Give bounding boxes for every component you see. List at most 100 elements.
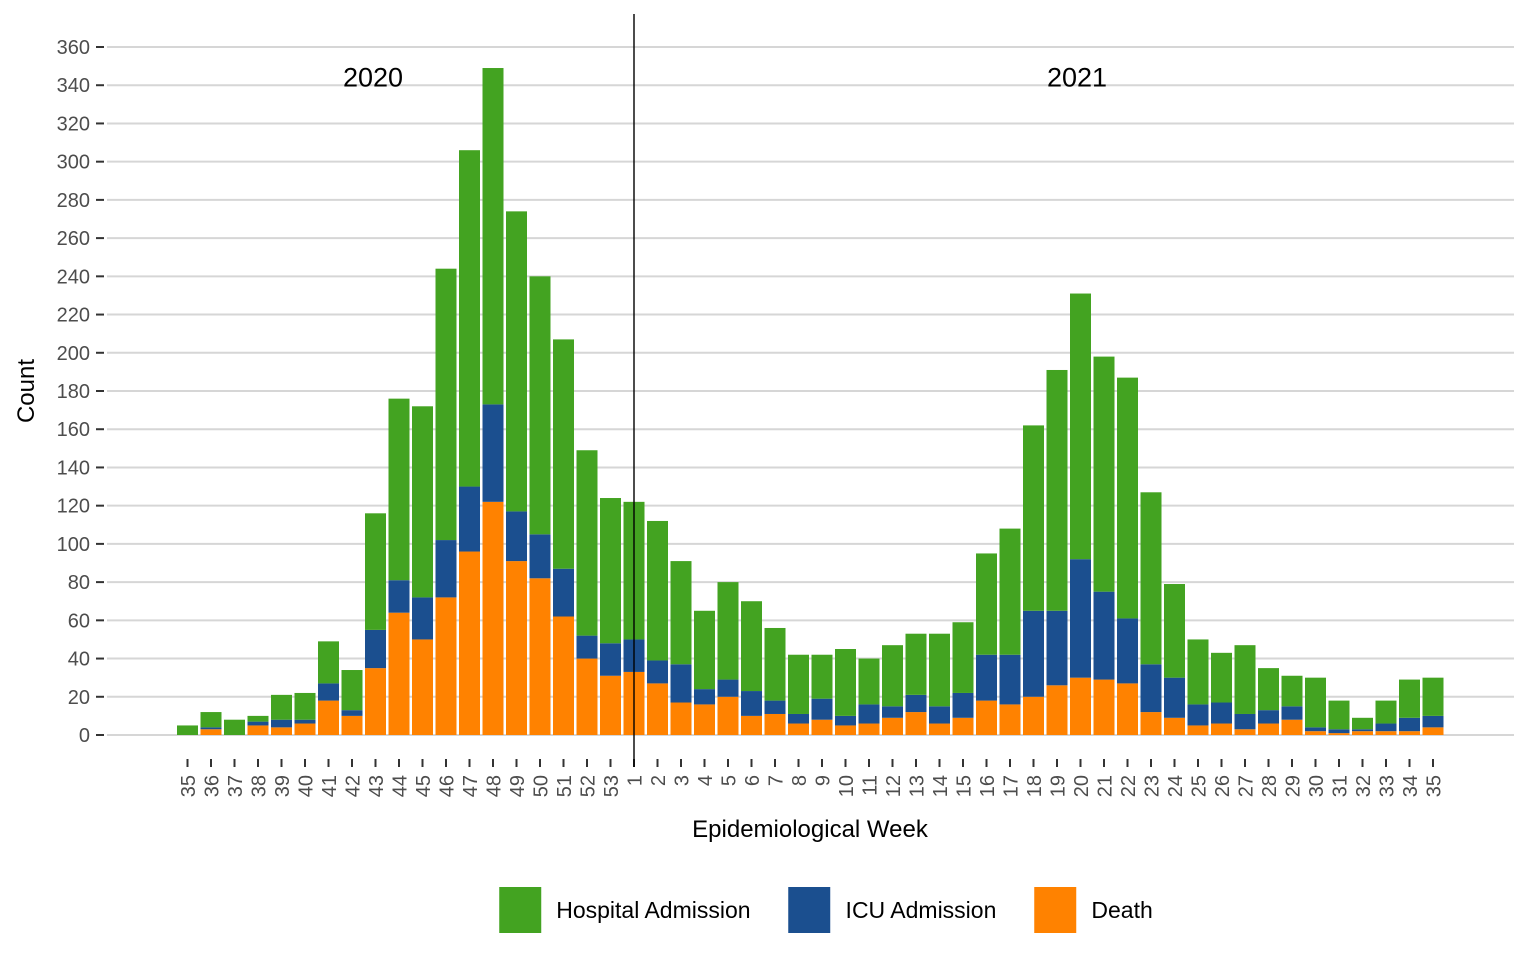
bar-week-7-hospital-admission [764,627,786,701]
x-tick-label: 29 [1283,775,1305,797]
bar-week-37-hospital-admission [224,719,245,735]
bar-week-27-death [1234,729,1256,735]
bar-week-40-hospital-admission [294,692,316,720]
x-tick-label: 48 [484,775,506,797]
bar-week-53-death [600,675,621,735]
x-tick-label: 11 [860,775,882,796]
bar-week-36-icu-admission [200,727,222,730]
bar-week-28-icu-admission [1258,710,1279,724]
bar-week-29-icu-admission [1281,706,1303,720]
y-tick-label: 360 [57,37,90,59]
x-tick-label: 27 [1236,775,1258,797]
bar-week-13-hospital-admission [905,633,927,695]
bar-week-26-death [1211,723,1232,735]
bar-week-27-icu-admission [1234,713,1256,730]
x-axis-title: Epidemiological Week [692,816,928,843]
bar-week-29-hospital-admission [1281,675,1303,707]
bar-week-3-death [670,702,692,735]
y-tick-label: 40 [68,649,90,671]
bar-week-30-icu-admission [1305,727,1326,732]
bar-week-19-hospital-admission [1046,369,1068,611]
x-tick-label: 31 [1330,775,1352,797]
y-tick-label: 200 [57,343,90,365]
legend-item-death: Death [1034,887,1153,933]
x-tick-label: 12 [883,775,905,797]
bar-week-47-hospital-admission [459,150,480,487]
x-tick-label: 37 [225,775,247,797]
bar-week-39-hospital-admission [271,694,292,720]
bar-week-43-hospital-admission [365,513,386,630]
bar-week-4-hospital-admission [694,610,715,690]
bar-week-8-death [788,723,809,735]
bar-week-15-hospital-admission [952,622,974,693]
bar-week-36-death [200,729,222,735]
y-tick-label: 0 [79,725,90,747]
bar-week-38-hospital-admission [247,715,269,722]
bar-week-3-icu-admission [670,664,692,703]
bar-week-43-death [365,668,386,735]
x-tick-label: 14 [930,775,952,797]
x-tick-label: 2 [648,775,670,786]
bar-week-29-death [1281,719,1303,735]
bar-week-17-death [999,704,1021,735]
bar-week-4-icu-admission [694,689,715,705]
x-tick-label: 5 [719,775,741,786]
bar-week-3-hospital-admission [670,561,692,665]
y-tick-label: 100 [57,534,90,556]
x-tick-label: 21 [1095,775,1117,797]
bar-week-9-icu-admission [811,698,833,720]
bar-week-22-icu-admission [1117,618,1138,684]
bar-week-7-icu-admission [764,700,786,714]
x-tick-label: 8 [789,775,811,786]
bar-week-23-hospital-admission [1140,492,1162,665]
bar-week-52-icu-admission [576,635,598,659]
bar-week-16-death [976,700,997,735]
year-label-2021: 2021 [1046,62,1108,93]
bar-week-46-icu-admission [435,540,457,598]
bar-week-33-icu-admission [1375,723,1397,732]
x-tick-label: 44 [390,775,412,797]
x-tick-label: 49 [507,775,529,797]
bar-week-22-death [1117,683,1138,735]
bar-week-38-death [247,725,269,735]
bar-week-40-death [294,723,316,735]
bar-week-49-death [506,561,527,735]
bar-week-13-icu-admission [905,694,927,713]
x-tick-label: 13 [907,775,929,797]
x-tick-label: 7 [766,775,788,786]
bar-week-41-icu-admission [318,683,339,701]
bar-week-34-hospital-admission [1399,679,1420,718]
bar-week-49-icu-admission [506,511,527,562]
x-tick-label: 28 [1259,775,1281,797]
bar-week-35-hospital-admission [1422,677,1444,716]
x-tick-label: 47 [460,775,482,797]
bar-week-20-icu-admission [1070,559,1091,678]
bar-week-31-death [1328,733,1350,735]
bar-week-28-death [1258,723,1279,735]
bar-week-20-hospital-admission [1070,293,1091,560]
bar-week-20-death [1070,677,1091,735]
bar-week-47-death [459,551,480,735]
x-tick-label: 36 [202,775,224,797]
bar-week-16-hospital-admission [976,553,997,655]
legend-label-death: Death [1091,896,1153,923]
bar-week-49-hospital-admission [506,211,527,512]
bar-week-35-hospital-admission [177,725,198,735]
y-tick-label: 220 [57,305,90,327]
bar-week-17-hospital-admission [999,528,1021,655]
bar-week-8-hospital-admission [788,654,809,714]
bar-week-44-death [388,612,410,735]
bar-week-30-hospital-admission [1305,677,1326,728]
bar-week-25-hospital-admission [1187,639,1209,705]
legend-label-icu-admission: ICU Admission [845,896,997,923]
bar-week-35-death [1422,727,1444,735]
bar-week-16-icu-admission [976,654,997,701]
bar-week-24-hospital-admission [1164,584,1185,678]
bar-week-40-icu-admission [294,719,316,724]
bar-week-41-death [318,700,339,735]
x-tick-label: 41 [319,775,341,797]
y-axis-title: Count [13,358,40,424]
bar-week-5-hospital-admission [717,582,739,680]
x-tick-label: 25 [1189,775,1211,797]
bar-week-47-icu-admission [459,486,480,552]
